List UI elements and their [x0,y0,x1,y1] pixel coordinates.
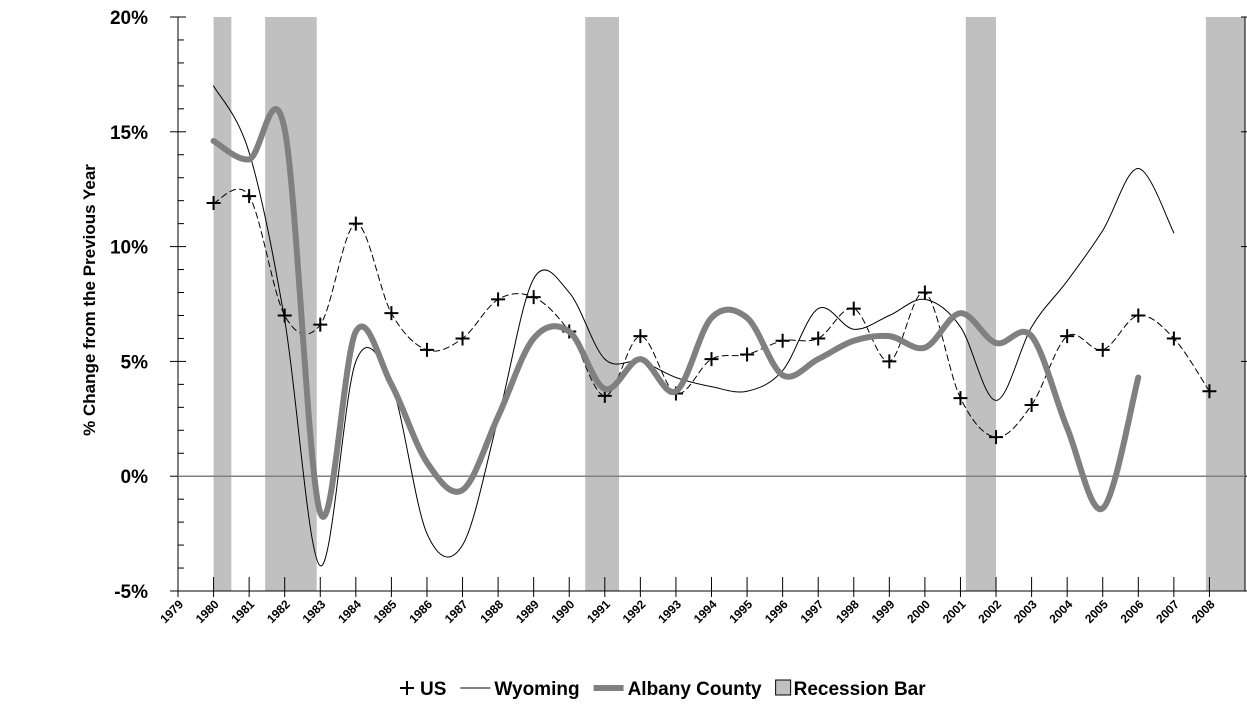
x-tick-label: 2003 [1011,597,1040,626]
x-tick-label: 1992 [620,597,649,626]
plus-marker [740,347,755,362]
x-tick-label: 1999 [869,597,898,626]
recession-bar [1205,17,1245,591]
legend-label: Recession Bar [794,679,927,700]
x-tick-label: 1985 [371,597,400,626]
plus-marker [384,306,399,321]
x-tick-label: 1997 [798,597,827,626]
plus-marker [989,430,1004,445]
plus-marker [1060,329,1075,344]
series-line [210,106,1142,520]
x-tick-label: 1986 [406,597,435,626]
plus-marker [917,285,932,300]
x-tick-label: 1996 [762,597,791,626]
y-tick-label: -5% [114,582,148,603]
y-tick-label: 0% [121,467,149,488]
x-tick-label: 1994 [691,597,720,626]
x-tick-label: 1989 [513,597,542,626]
plus-marker [704,352,719,367]
plus-marker [882,354,897,369]
x-tick-label: 1995 [726,597,755,626]
plus-marker [1202,384,1217,399]
recession-bar [585,17,620,591]
x-tick-label: 1991 [584,597,613,626]
x-tick-label: 1993 [655,597,684,626]
plus-marker [1131,308,1146,323]
plus-marker [1024,398,1039,413]
plus-marker [953,391,968,406]
x-tick-label: 1982 [264,597,293,626]
plus-marker [348,216,363,231]
x-tick-label: 2001 [940,597,969,626]
x-tick-label: 1979 [157,597,186,626]
plus-marker [313,317,328,332]
x-tick-label: 1980 [193,597,222,626]
x-tick-label: 2002 [975,597,1004,626]
plus-marker [1095,342,1110,357]
x-tick-label: 2008 [1189,597,1218,626]
x-tick-label: 1984 [335,597,364,626]
legend-symbol [400,681,414,695]
plus-marker [1166,331,1181,346]
x-tick-label: 2004 [1047,597,1076,626]
plus-marker [206,195,221,210]
plus-marker [633,329,648,344]
plus-marker [775,333,790,348]
plus-marker [846,301,861,316]
x-tick-label: 2006 [1118,597,1147,626]
y-tick-label: 10% [110,238,148,259]
legend-label: Albany County [628,679,762,700]
plus-marker [811,331,826,346]
y-tick-label: 15% [110,123,148,144]
recession-bar [965,17,997,591]
plus-marker [242,189,257,204]
plus-marker [455,331,470,346]
x-tick-label: 1990 [549,597,578,626]
series-line [213,188,1210,438]
legend-symbol [775,679,792,696]
x-tick-label: 1981 [228,597,257,626]
legend-label: Wyoming [494,679,579,700]
x-tick-label: 1998 [833,597,862,626]
plus-marker [526,290,541,305]
x-tick-label: 1983 [300,597,329,626]
x-tick-label: 2005 [1082,597,1111,626]
recession-bar [265,17,317,591]
legend-label: US [420,679,446,700]
y-tick-label: 5% [121,352,149,373]
x-tick-label: 2007 [1153,597,1182,626]
plus-marker [491,292,506,307]
x-tick-label: 2000 [904,597,933,626]
y-tick-label: 20% [110,8,148,29]
x-tick-label: 1988 [477,597,506,626]
y-axis-label: % Change from the Previous Year [80,164,99,436]
plus-marker [419,342,434,357]
recession-bar [213,17,232,591]
x-tick-label: 1987 [442,597,471,626]
